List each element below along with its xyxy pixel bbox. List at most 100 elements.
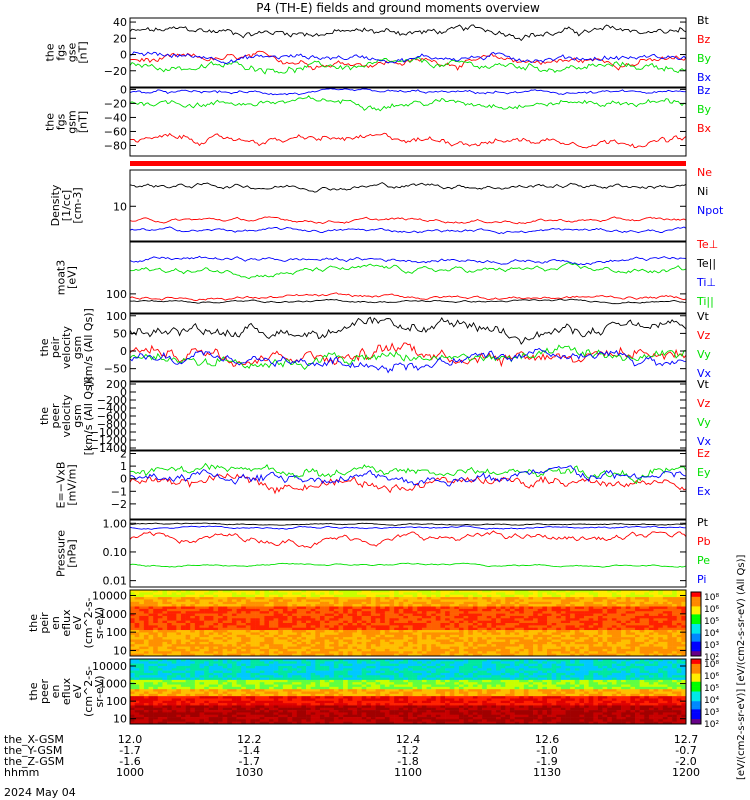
series-line-by [129, 95, 687, 112]
heatmap-cell [519, 637, 525, 640]
heatmap-cell [194, 691, 200, 695]
heatmap-cell [218, 670, 223, 674]
heatmap-cell [148, 601, 154, 605]
heatmap-cell [194, 714, 200, 718]
heatmap-cell [338, 630, 344, 633]
heatmap-cell [255, 611, 261, 614]
heatmap-cell [644, 632, 650, 636]
heatmap-cell [579, 615, 585, 619]
heatmap-cell [139, 675, 145, 678]
heatmap-cell [324, 630, 330, 633]
heatmap-cell [384, 590, 390, 593]
heatmap-cell [153, 700, 159, 704]
heatmap-cell [282, 634, 288, 638]
heatmap-cell [204, 592, 210, 596]
heatmap-cell [584, 620, 589, 624]
heatmap-cell [287, 613, 293, 617]
heatmap-cell [171, 632, 177, 636]
heatmap-cell [134, 696, 140, 699]
heatmap-cell [542, 651, 548, 654]
heatmap-cell [167, 590, 172, 593]
heatmap-cell [287, 684, 293, 688]
heatmap-cell [315, 696, 321, 699]
heatmap-cell [241, 665, 247, 669]
heatmap-cell [301, 665, 307, 669]
heatmap-cell [185, 703, 191, 706]
heatmap-cell [292, 651, 298, 654]
heatmap-cell [213, 703, 219, 706]
heatmap-cell [264, 630, 270, 633]
heatmap-cell [185, 634, 191, 638]
heatmap-cell [454, 615, 460, 619]
heatmap-cell [231, 677, 237, 681]
heatmap-cell [264, 679, 270, 683]
heatmap-cell [556, 653, 562, 657]
heatmap-cell [167, 632, 172, 636]
heatmap-cell [343, 668, 349, 671]
heatmap-cell [463, 592, 469, 596]
heatmap-cell [500, 615, 506, 619]
heatmap-cell [658, 597, 664, 600]
heatmap-cell [672, 613, 678, 617]
heatmap-cell [199, 719, 205, 722]
heatmap-cell [343, 717, 349, 720]
heatmap-cell [602, 618, 608, 621]
heatmap-cell [245, 714, 251, 718]
heatmap-cell [157, 592, 163, 596]
heatmap-cell [231, 686, 237, 690]
heatmap-cell [301, 689, 307, 692]
heatmap-cell [672, 637, 678, 640]
heatmap-cell [315, 663, 321, 667]
heatmap-cell [231, 641, 237, 645]
heatmap-cell [472, 623, 478, 626]
heatmap-cell [269, 594, 274, 598]
heatmap-cell [282, 653, 288, 657]
heatmap-cell [361, 634, 367, 638]
heatmap-cell [574, 590, 580, 593]
heatmap-cell [556, 648, 562, 652]
heatmap-cell [431, 627, 437, 631]
heatmap-cell [482, 634, 488, 638]
heatmap-cell [491, 648, 497, 652]
heatmap-cell [148, 663, 154, 667]
heatmap-cell [625, 625, 631, 629]
heatmap-cell [347, 717, 353, 720]
heatmap-cell [528, 599, 534, 603]
heatmap-cell [296, 630, 302, 633]
heatmap-cell [236, 682, 242, 685]
heatmap-cell [343, 592, 349, 596]
heatmap-cell [139, 682, 145, 685]
heatmap-cell [245, 705, 251, 709]
heatmap-cell [199, 689, 205, 692]
heatmap-cell [180, 615, 186, 619]
heatmap-cell [477, 627, 483, 631]
heatmap-cell [204, 714, 210, 718]
heatmap-cell [296, 672, 302, 676]
heatmap-cell [333, 592, 339, 596]
heatmap-cell [551, 653, 557, 657]
heatmap-cell [565, 632, 571, 636]
heatmap-cell [329, 721, 335, 725]
heatmap-cell [148, 710, 154, 713]
heatmap-cell [208, 665, 214, 669]
heatmap-cell [625, 599, 631, 603]
heatmap-cell [681, 594, 687, 598]
heatmap-cell [167, 693, 172, 697]
heatmap-cell [597, 644, 603, 647]
heatmap-cell [157, 613, 163, 617]
heatmap-cell [222, 682, 228, 685]
heatmap-cell [588, 592, 594, 596]
heatmap-cell [417, 594, 423, 598]
heatmap-cell [148, 653, 154, 657]
heatmap-cell [157, 668, 163, 671]
heatmap-cell [287, 686, 293, 690]
heatmap-cell [222, 670, 228, 674]
heatmap-cell [296, 675, 302, 678]
heatmap-cell [176, 646, 182, 650]
heatmap-cell [231, 637, 237, 640]
heatmap-cell [463, 590, 469, 593]
heatmap-cell [162, 615, 168, 619]
heatmap-cell [630, 590, 636, 593]
heatmap-cell [347, 630, 353, 633]
